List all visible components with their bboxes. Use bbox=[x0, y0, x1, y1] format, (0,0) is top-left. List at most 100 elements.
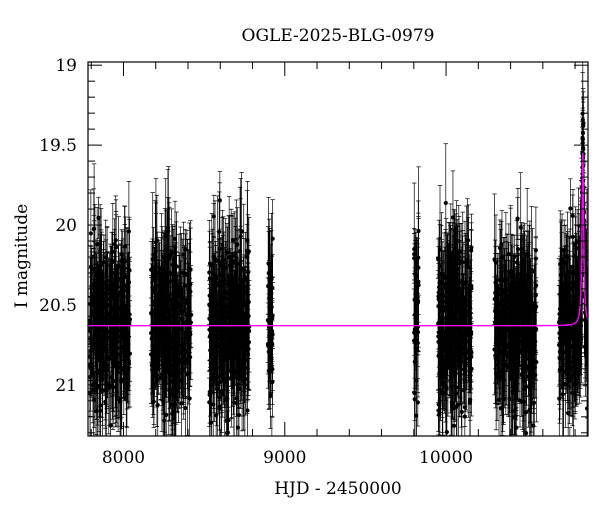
point-marker bbox=[172, 250, 177, 255]
data-point bbox=[173, 242, 178, 288]
point-marker bbox=[220, 242, 225, 247]
point-marker bbox=[110, 249, 115, 254]
point-marker bbox=[163, 300, 168, 305]
data-point bbox=[124, 302, 129, 427]
point-marker bbox=[99, 262, 104, 267]
data-point bbox=[105, 265, 110, 399]
point-marker bbox=[152, 287, 157, 293]
point-marker bbox=[93, 378, 99, 384]
point-marker bbox=[96, 279, 102, 284]
data-point bbox=[150, 258, 155, 362]
point-marker bbox=[210, 289, 215, 295]
point-marker bbox=[225, 499, 229, 503]
point-marker bbox=[219, 391, 224, 396]
data-point bbox=[164, 303, 169, 370]
season-group bbox=[148, 166, 194, 436]
point-marker bbox=[111, 339, 116, 344]
point-marker bbox=[185, 336, 190, 341]
point-marker bbox=[179, 401, 184, 406]
point-marker bbox=[167, 372, 172, 377]
data-point bbox=[125, 230, 130, 353]
point-marker bbox=[95, 242, 100, 247]
data-point bbox=[109, 263, 115, 329]
data-point bbox=[164, 226, 170, 301]
point-marker bbox=[180, 270, 185, 275]
point-marker bbox=[220, 317, 225, 322]
point-marker bbox=[181, 320, 186, 325]
data-point bbox=[177, 254, 182, 335]
point-marker bbox=[124, 362, 129, 367]
point-marker bbox=[113, 378, 118, 383]
data-point bbox=[114, 270, 120, 330]
point-marker bbox=[213, 275, 218, 280]
point-marker bbox=[88, 231, 93, 236]
point-marker bbox=[102, 328, 107, 333]
data-point bbox=[152, 247, 158, 333]
point-marker bbox=[221, 281, 226, 287]
point-marker bbox=[245, 408, 250, 413]
point-marker bbox=[217, 314, 222, 319]
point-marker bbox=[183, 405, 188, 411]
point-marker bbox=[111, 359, 116, 365]
point-marker bbox=[127, 317, 133, 322]
point-marker bbox=[98, 354, 103, 360]
point-marker bbox=[235, 425, 241, 430]
data-point bbox=[159, 238, 164, 301]
data-point bbox=[167, 340, 172, 409]
data-point bbox=[170, 251, 176, 383]
data-point bbox=[164, 331, 170, 391]
point-marker bbox=[228, 314, 233, 320]
point-marker bbox=[157, 283, 162, 288]
point-marker bbox=[150, 307, 155, 313]
point-marker bbox=[239, 229, 244, 234]
point-marker bbox=[127, 268, 132, 273]
data-point bbox=[225, 470, 229, 512]
point-marker bbox=[177, 292, 182, 298]
point-marker bbox=[175, 301, 181, 306]
point-marker bbox=[211, 294, 216, 299]
point-marker bbox=[207, 276, 213, 281]
point-marker bbox=[121, 335, 126, 340]
data-point bbox=[111, 289, 116, 394]
data-point bbox=[93, 239, 99, 313]
data-point bbox=[91, 345, 96, 400]
point-marker bbox=[208, 312, 213, 318]
point-marker bbox=[241, 361, 247, 366]
data-point bbox=[126, 258, 132, 307]
point-marker bbox=[151, 399, 156, 404]
point-marker bbox=[235, 261, 240, 267]
data-point bbox=[184, 314, 190, 363]
point-marker bbox=[88, 301, 93, 307]
point-marker bbox=[232, 400, 237, 405]
point-marker bbox=[207, 400, 212, 405]
point-marker bbox=[126, 280, 132, 285]
point-marker bbox=[184, 272, 189, 277]
point-marker bbox=[173, 320, 178, 325]
point-marker bbox=[105, 329, 110, 334]
point-marker bbox=[212, 256, 218, 261]
data-point bbox=[115, 282, 120, 402]
point-marker bbox=[168, 320, 173, 325]
point-marker bbox=[168, 279, 173, 284]
point-marker bbox=[112, 270, 118, 275]
point-marker bbox=[230, 333, 235, 338]
point-marker bbox=[108, 278, 113, 283]
data-point bbox=[98, 208, 104, 322]
point-marker bbox=[225, 430, 230, 435]
point-marker bbox=[91, 267, 97, 272]
point-marker bbox=[217, 198, 222, 203]
point-marker bbox=[119, 442, 123, 446]
point-marker bbox=[100, 388, 105, 393]
point-marker bbox=[156, 300, 162, 305]
point-marker bbox=[174, 273, 179, 279]
data-point bbox=[101, 234, 107, 290]
plot-area bbox=[88, 62, 588, 512]
point-marker bbox=[187, 267, 192, 272]
point-marker bbox=[188, 289, 193, 294]
data-point bbox=[118, 377, 124, 446]
point-marker bbox=[223, 346, 229, 352]
data-point bbox=[98, 296, 103, 418]
point-marker bbox=[246, 299, 251, 305]
point-marker bbox=[220, 257, 226, 263]
